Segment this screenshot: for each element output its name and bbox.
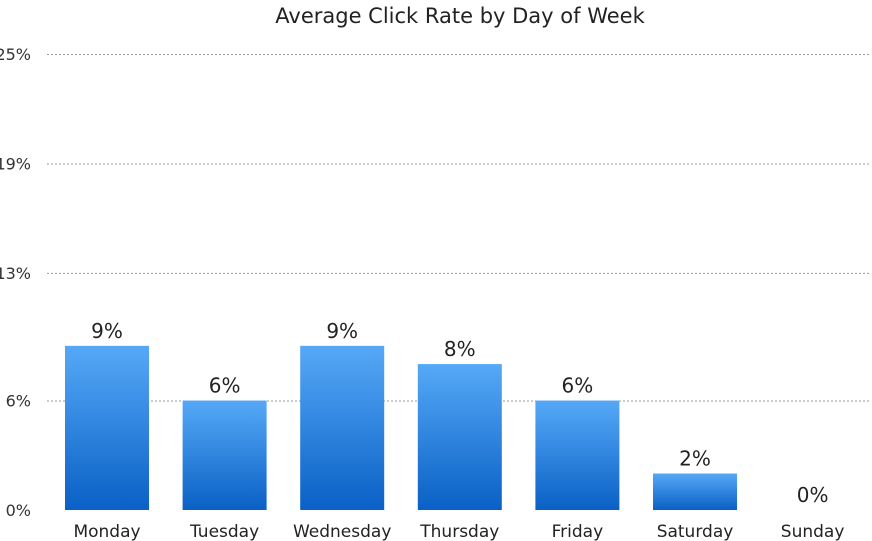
bar-value-label: 6% (562, 374, 594, 398)
y-axis-ticks: 0% 6% 13% 19% 25% (0, 45, 31, 520)
x-tick-label: Monday (73, 522, 140, 541)
y-tick-label: 19% (0, 154, 31, 173)
chart-title: Average Click Rate by Day of Week (275, 4, 645, 28)
bar-value-label: 9% (326, 319, 358, 343)
bar-value-label: 6% (209, 374, 241, 398)
x-tick-label: Thursday (419, 522, 499, 541)
value-labels: 9% 6% 9% 8% 6% 2% 0% (91, 319, 828, 507)
bar-value-label: 8% (444, 337, 476, 361)
y-tick-label: 0% (6, 501, 31, 520)
y-tick-label: 6% (6, 392, 31, 411)
x-tick-label: Saturday (657, 522, 734, 541)
x-axis-labels: Monday Tuesday Wednesday Thursday Friday Satu… (73, 522, 844, 541)
x-tick-label: Sunday (781, 522, 845, 541)
x-tick-label: Friday (552, 522, 604, 541)
x-tick-label: Wednesday (293, 522, 391, 541)
y-tick-label: 13% (0, 264, 31, 283)
bar (65, 345, 149, 510)
bar (300, 345, 385, 510)
bar-value-label: 0% (797, 483, 829, 507)
bar-value-label: 9% (91, 319, 123, 343)
bars (65, 345, 737, 510)
bar (653, 473, 737, 510)
bar (182, 400, 267, 510)
bar (417, 364, 502, 510)
x-tick-label: Tuesday (189, 522, 259, 541)
bar (535, 400, 620, 510)
bar-value-label: 2% (679, 447, 711, 471)
y-tick-label: 25% (0, 45, 31, 64)
